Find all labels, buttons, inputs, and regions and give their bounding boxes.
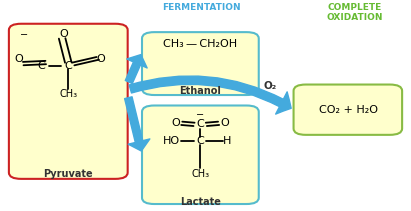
Text: CO₂ + H₂O: CO₂ + H₂O (319, 105, 378, 115)
Text: H: H (223, 136, 231, 146)
Text: COMPLETE
OXIDATION: COMPLETE OXIDATION (327, 3, 383, 22)
Text: O: O (171, 118, 180, 128)
Text: O: O (220, 118, 229, 128)
Text: C: C (65, 61, 72, 71)
Text: Lactate: Lactate (180, 197, 221, 207)
Text: CH₃ — CH₂OH: CH₃ — CH₂OH (163, 39, 237, 49)
FancyBboxPatch shape (142, 106, 259, 204)
Text: CH₃: CH₃ (191, 169, 209, 179)
FancyBboxPatch shape (142, 32, 259, 95)
Text: O₂: O₂ (263, 81, 277, 91)
FancyBboxPatch shape (293, 85, 402, 135)
Text: Pyruvate: Pyruvate (44, 169, 93, 179)
Text: O: O (97, 54, 106, 64)
Text: HO: HO (163, 136, 180, 146)
Text: FERMENTATION: FERMENTATION (162, 3, 241, 12)
Text: O: O (60, 29, 69, 39)
Text: Ethanol: Ethanol (179, 86, 221, 96)
Text: CH₃: CH₃ (59, 89, 77, 99)
Text: −: − (21, 30, 28, 40)
Text: C: C (196, 119, 204, 129)
Text: C: C (196, 136, 204, 146)
Text: O: O (15, 54, 23, 64)
FancyBboxPatch shape (9, 24, 128, 179)
Text: −: − (196, 110, 204, 120)
Text: C: C (38, 61, 46, 71)
